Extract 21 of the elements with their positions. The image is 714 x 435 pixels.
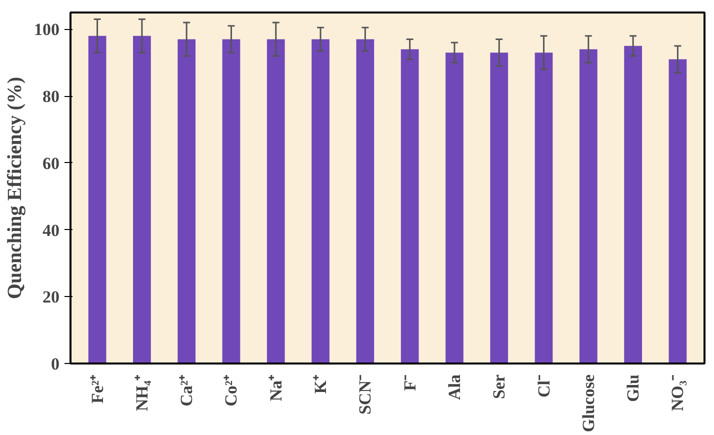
x-tick-label: F⁻ — [400, 374, 420, 391]
x-tick-label: NO₃⁻ — [668, 374, 688, 412]
x-tick-label: Glu — [624, 374, 643, 402]
x-tick-label: NH₄⁺ — [132, 374, 152, 412]
x-tick-label: K⁺ — [311, 374, 330, 394]
x-tick-label: SCN⁻ — [356, 374, 375, 415]
y-axis-title: Quenching Efficiency (%) — [4, 76, 26, 300]
x-tick-label: Co²⁺ — [222, 374, 241, 406]
x-tick-label: Ala — [444, 374, 464, 400]
x-tick-label: Cl⁻ — [534, 374, 554, 398]
y-tick-label: 80 — [42, 87, 60, 106]
x-tick-label: Ca²⁺ — [177, 374, 196, 406]
x-tick-label: Glucose — [578, 374, 598, 432]
x-tick-label: Ser — [490, 374, 509, 400]
y-tick-label: 100 — [34, 20, 60, 40]
x-tick-label: Na⁺ — [266, 374, 286, 402]
y-tick-label: 40 — [42, 220, 60, 240]
y-tick-label: 20 — [42, 288, 60, 307]
x-tick-label: Fe²⁺ — [88, 374, 107, 404]
y-tick-label: 0 — [51, 354, 60, 374]
y-tick-label: 60 — [42, 154, 60, 173]
